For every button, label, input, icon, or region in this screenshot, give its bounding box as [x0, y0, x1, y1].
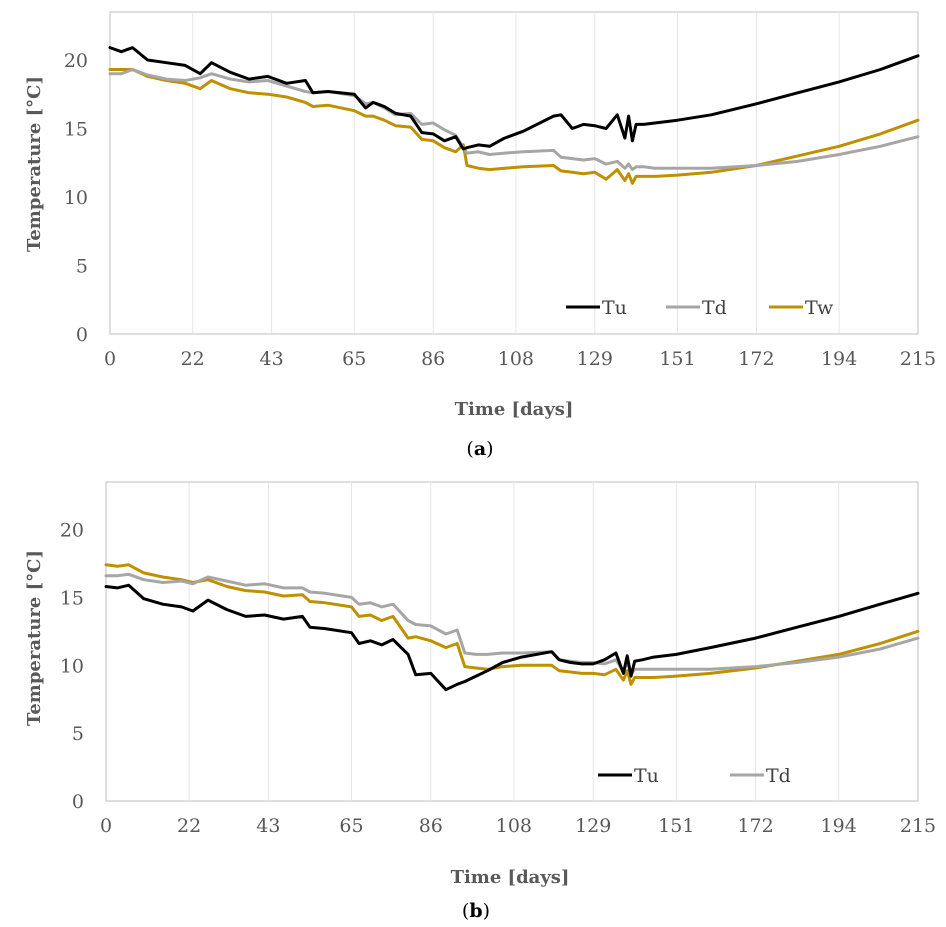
chart-b-caption: (b) [462, 900, 490, 922]
chart-a-gridlines [192, 12, 840, 334]
x-tick-label: 22 [181, 348, 205, 370]
legend-label-tu: Tu [602, 297, 627, 319]
y-tick-label: 0 [76, 324, 88, 346]
x-tick-label: 129 [575, 815, 611, 837]
x-tick-label: 65 [339, 815, 363, 837]
chart-b-legend: Tu Td [598, 765, 791, 787]
chart-a-caption: (a) [466, 438, 493, 460]
x-tick-label: 129 [577, 348, 613, 370]
y-tick-label: 20 [64, 50, 88, 72]
x-tick-label: 194 [821, 348, 857, 370]
chart-a-legend: Tu Td Tw [566, 297, 834, 319]
chart-panel-a: 0 22 43 65 86 108 129 151 172 194 215 0 5 10 15 20 Tu T… [0, 0, 946, 463]
chart-b-series [104, 563, 920, 692]
x-tick-label: 43 [260, 348, 284, 370]
legend-label-td: Td [702, 297, 727, 319]
x-tick-label: 108 [496, 815, 532, 837]
y-tick-label: 5 [76, 255, 88, 277]
x-tick-label: 151 [658, 815, 694, 837]
y-tick-label: 0 [72, 791, 84, 813]
x-tick-label: 43 [256, 815, 280, 837]
x-tick-label: 0 [100, 815, 112, 837]
series-line-td [104, 572, 920, 677]
y-tick-label: 15 [60, 587, 84, 609]
legend-label-tu: Tu [634, 765, 659, 787]
legend-label-td: Td [766, 765, 791, 787]
chart-a-x-ticks: 0 22 43 65 86 108 129 151 172 194 215 [104, 348, 936, 370]
chart-a-series [108, 46, 920, 185]
chart-a-y-axis-title: Temperature [°C] [24, 76, 45, 252]
chart-panel-b: 0 22 43 65 86 108 129 151 172 194 215 0 5 10 15 20 Tu T… [0, 463, 946, 927]
legend-label-tw: Tw [805, 297, 834, 319]
x-tick-label: 108 [498, 348, 534, 370]
series-line-tu [108, 46, 920, 151]
series-line-tu [104, 583, 920, 692]
x-tick-label: 65 [342, 348, 366, 370]
y-tick-label: 20 [60, 520, 84, 542]
x-tick-label: 0 [104, 348, 116, 370]
x-tick-label: 215 [900, 348, 936, 370]
x-tick-label: 215 [900, 815, 936, 837]
plot-border [109, 11, 919, 335]
y-tick-label: 15 [64, 118, 88, 140]
chart-b-y-ticks: 0 5 10 15 20 [60, 520, 84, 813]
chart-a-y-ticks: 0 5 10 15 20 [64, 50, 88, 346]
chart-a-caption-letter: a [474, 438, 486, 460]
y-tick-label: 10 [64, 187, 88, 209]
chart-b-caption-letter: b [469, 900, 482, 922]
x-tick-label: 86 [421, 348, 445, 370]
chart-a-plot-area [109, 11, 919, 335]
x-tick-label: 172 [737, 815, 773, 837]
series-line-tw [108, 68, 920, 185]
series-line-unlabeled [104, 563, 920, 686]
y-tick-label: 5 [72, 723, 84, 745]
y-tick-label: 10 [60, 655, 84, 677]
chart-b-x-ticks: 0 22 43 65 86 108 129 151 172 194 215 [100, 815, 936, 837]
x-tick-label: 86 [419, 815, 443, 837]
chart-a-x-axis-title: Time [days] [455, 399, 574, 420]
chart-b-plot-area [105, 481, 919, 802]
chart-b-x-axis-title: Time [days] [451, 867, 570, 888]
x-tick-label: 194 [821, 815, 857, 837]
chart-b-y-axis-title: Temperature [°C] [24, 550, 45, 726]
x-tick-label: 172 [738, 348, 774, 370]
x-tick-label: 151 [659, 348, 695, 370]
x-tick-label: 22 [177, 815, 201, 837]
plot-border [105, 481, 919, 802]
